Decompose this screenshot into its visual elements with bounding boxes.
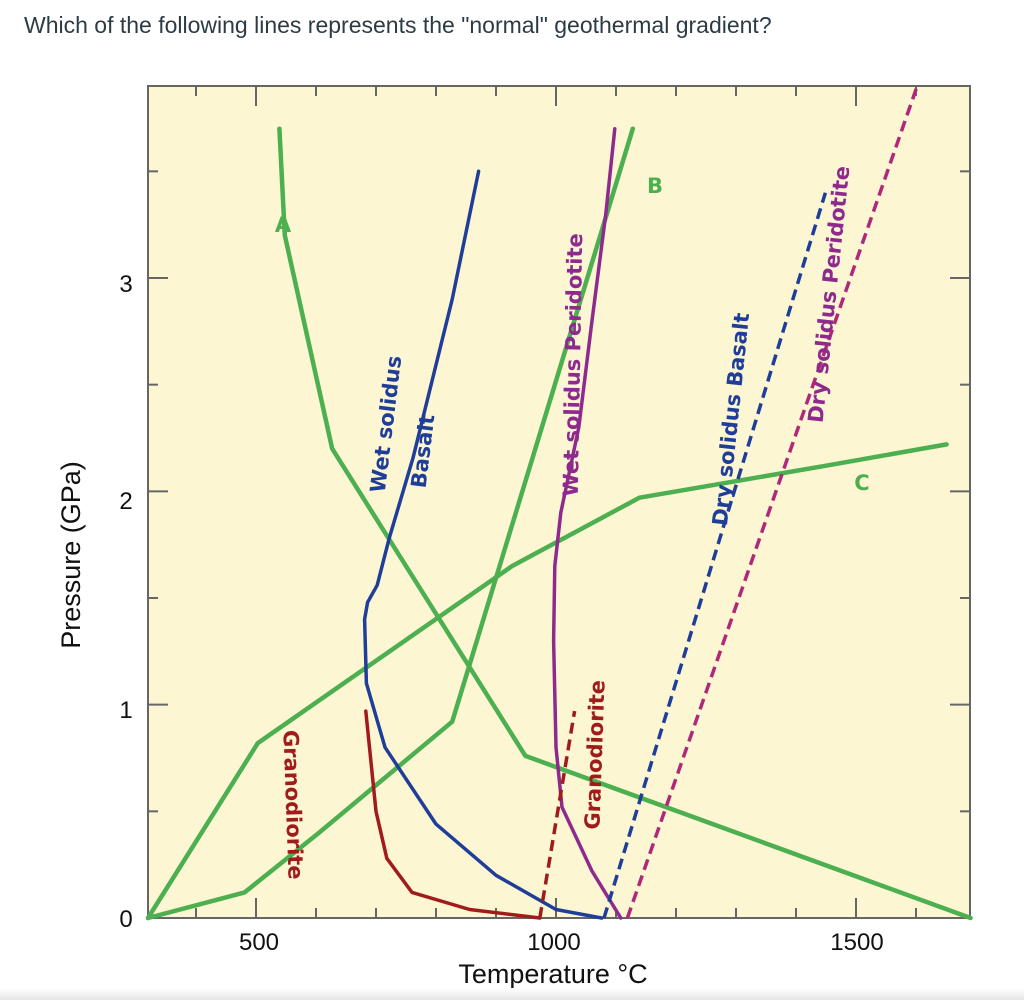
- series-line-c: [277, 126, 973, 921]
- series-line-wet-solidus-basalt: [362, 169, 604, 920]
- line-a-label: A: [275, 213, 292, 237]
- y-tick-label-1: 1: [119, 697, 132, 724]
- series-layer: [145, 85, 973, 921]
- series-line-granodiorite-dry: [538, 710, 577, 919]
- wet-peridotite-label: Wet solidus Peridotite: [559, 233, 588, 497]
- x-tick-label-500: 500: [239, 929, 279, 956]
- granodiorite-wet-label: Granodiorite: [278, 730, 307, 880]
- series-line-b: [145, 442, 949, 921]
- x-tick-label-1000: 1000: [527, 929, 580, 956]
- series-line-dry-solidus-basalt: [602, 192, 828, 919]
- line-c-label: C: [854, 471, 869, 495]
- x-axis-title: Temperature °C: [458, 959, 647, 989]
- y-tick-label-0: 0: [119, 906, 132, 933]
- series-line-granodiorite-wet: [364, 709, 542, 920]
- series-line-a: [145, 126, 636, 921]
- line-b-label: B: [647, 174, 663, 198]
- y-axis-title: Pressure (GPa): [56, 461, 86, 649]
- series-line-dry-solidus-peridotite: [625, 85, 919, 919]
- granodiorite-dry-label: Granodiorite: [580, 680, 609, 830]
- y-tick-label-2: 2: [119, 488, 132, 515]
- bottom-edge: [0, 988, 1024, 1000]
- axis-ticks: [148, 86, 970, 918]
- series-line-wet-solidus-peridotite: [551, 126, 623, 920]
- question-text: Which of the following lines represents …: [24, 12, 772, 38]
- y-tick-label-3: 3: [119, 271, 132, 298]
- x-tick-label-1500: 1500: [830, 929, 883, 956]
